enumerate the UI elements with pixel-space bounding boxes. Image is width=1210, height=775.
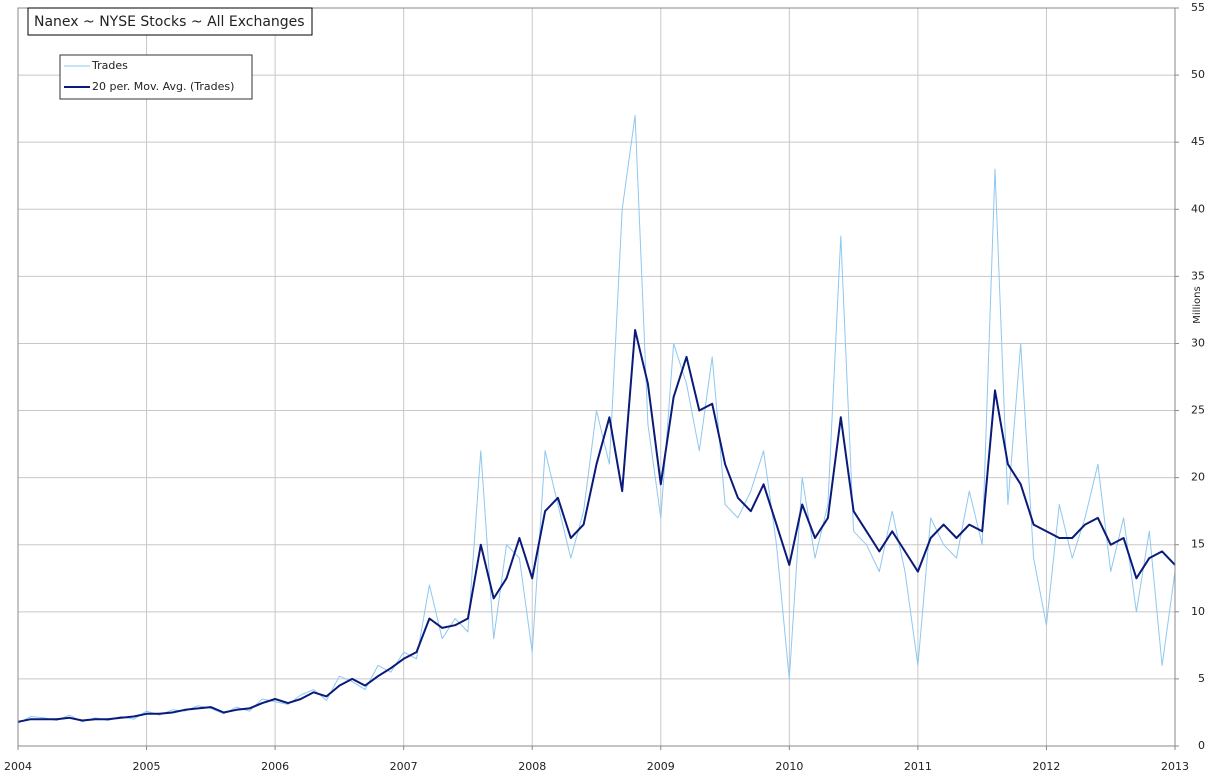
x-tick-label: 2009 [647,760,675,773]
x-tick-label: 2012 [1032,760,1060,773]
chart-title: Nanex ~ NYSE Stocks ~ All Exchanges [34,14,305,30]
x-tick-label: 2008 [518,760,546,773]
legend-label: 20 per. Mov. Avg. (Trades) [92,80,234,93]
x-tick-label: 2011 [904,760,932,773]
legend-box [59,54,253,100]
y-tick-label: 0 [1198,739,1205,752]
series-line [17,329,1176,723]
y-tick-label: 35 [1191,269,1205,282]
y-tick-label: 10 [1191,605,1205,618]
x-tick-label: 2006 [261,760,289,773]
y-tick-label: 50 [1191,68,1205,81]
y-tick-label: 20 [1191,471,1205,484]
x-tick-label: 2004 [4,760,32,773]
legend-label: Trades [91,59,128,72]
y-tick-label: 25 [1191,404,1205,417]
plot-frame [17,7,1176,747]
y-tick-label: 30 [1191,336,1205,349]
x-tick-label: 2010 [775,760,803,773]
y-tick-label: 40 [1191,202,1205,215]
y-tick-label: 5 [1198,672,1205,685]
x-tick-label: 2005 [133,760,161,773]
title-box [27,7,313,36]
y-tick-label: 45 [1191,135,1205,148]
y-tick-label: 55 [1191,1,1205,14]
x-tick-label: 2007 [390,760,418,773]
grid [17,7,1176,747]
y-axis-label: Millions [1192,286,1203,323]
series-line [17,114,1176,724]
x-tick-label: 2013 [1161,760,1189,773]
y-tick-label: 15 [1191,538,1205,551]
legend: Trades 20 per. Mov. Avg. (Trades) [59,54,253,100]
plot [17,114,1176,724]
